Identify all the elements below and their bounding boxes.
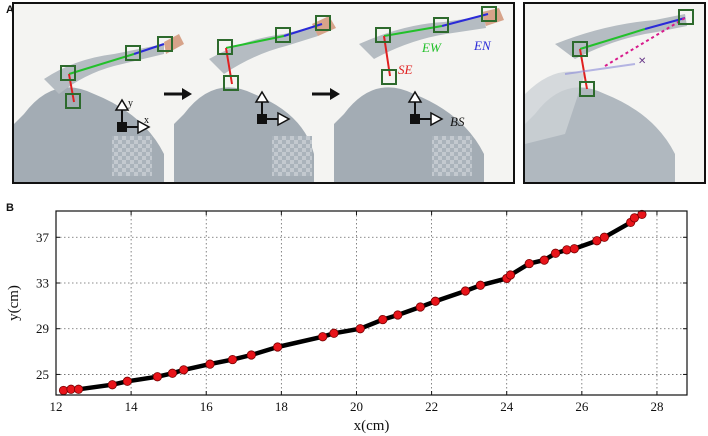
trajectory-point	[629, 213, 640, 223]
x-tick-label: 22	[425, 399, 438, 414]
motion-arrow-2	[312, 88, 340, 100]
trajectory-point	[539, 255, 549, 265]
motion-arrow-1	[164, 88, 192, 100]
figure-pose-2	[174, 16, 336, 182]
trajectory-point	[562, 245, 572, 255]
trajectory-point	[73, 384, 84, 394]
trajectory-point	[505, 270, 516, 280]
trajectory-point	[569, 244, 579, 254]
trajectory-point	[107, 380, 117, 390]
figure-pose-3	[334, 8, 504, 182]
trajectory-point	[378, 314, 388, 325]
figure-pose-1	[14, 34, 184, 182]
photo-sequence-illustration: y x EW EN SE BS	[14, 6, 504, 182]
y-tick-label: 37	[36, 230, 50, 245]
x-tick-label: 28	[650, 399, 663, 414]
photo-sequence-frame: y x EW EN SE BS	[12, 2, 515, 184]
y-axis-label: y(cm)	[6, 285, 22, 321]
panel-b-label: B	[6, 202, 14, 214]
trajectory-point	[329, 328, 339, 338]
chart-grid	[56, 211, 687, 395]
base-frame-axes-1: y x	[114, 98, 151, 135]
panel-a-label: A	[6, 4, 14, 16]
trajectory-point	[122, 376, 132, 386]
trajectory-point	[415, 302, 425, 312]
trajectory-point	[273, 342, 283, 352]
y-tick-label: 33	[36, 276, 49, 291]
trajectory-point	[318, 332, 328, 342]
trajectory-point	[592, 236, 602, 246]
trajectory-point	[227, 354, 238, 365]
trajectory-point	[550, 248, 561, 258]
trajectory-chart: 12 14 16 18 20 22 24 26 28 25 29 33 37 x(cm) y(cm)	[6, 209, 688, 434]
trajectory-point	[205, 359, 215, 369]
y-tick-label: 25	[36, 367, 49, 382]
x-tick-label: 14	[125, 399, 139, 414]
plot-frame	[55, 210, 688, 396]
y-tick-label: 29	[36, 321, 49, 336]
photo-overlay-illustration: ✕	[525, 9, 694, 182]
skeleton-pose-1	[60, 36, 173, 109]
x-tick-label: 16	[200, 399, 214, 414]
trajectory-line	[61, 212, 645, 393]
trajectory-point	[393, 310, 403, 320]
base-frame-axes-3	[407, 90, 444, 127]
trajectory-point	[246, 350, 256, 360]
vector-label-ew: EW	[421, 40, 442, 55]
chart-series	[58, 209, 647, 396]
chart-ticks: 12 14 16 18 20 22 24 26 28 25 29 33 37	[36, 211, 687, 414]
trajectory-point	[524, 258, 534, 269]
base-frame-axes-2	[254, 90, 291, 127]
trajectory-point	[179, 365, 189, 375]
trajectory-point	[430, 296, 440, 306]
trajectory-point	[599, 232, 609, 242]
trajectory-point	[637, 209, 647, 220]
x-tick-label: 24	[500, 399, 514, 414]
x-tick-label: 18	[275, 399, 288, 414]
photo-overlay-frame: ✕	[523, 2, 706, 184]
x-tick-label: 20	[350, 399, 363, 414]
trajectory-point	[58, 385, 69, 396]
vector-label-bs: BS	[450, 114, 465, 129]
trajectory-point	[460, 286, 470, 296]
axis-y-label: y	[128, 98, 133, 109]
trajectory-point	[475, 280, 486, 290]
skeleton-pose-2	[217, 15, 331, 91]
trajectory-point	[152, 372, 163, 382]
x-tick-label: 12	[50, 399, 63, 414]
trajectory-point	[355, 324, 365, 334]
vector-label-se: SE	[398, 62, 413, 77]
x-tick-label: 26	[575, 399, 589, 414]
skeleton-pose-3	[375, 6, 497, 85]
svg-text:✕: ✕	[638, 56, 646, 67]
vector-label-en: EN	[473, 38, 492, 53]
axis-x-label: x	[144, 115, 149, 126]
x-axis-label: x(cm)	[354, 418, 390, 434]
trajectory-point	[167, 368, 178, 378]
